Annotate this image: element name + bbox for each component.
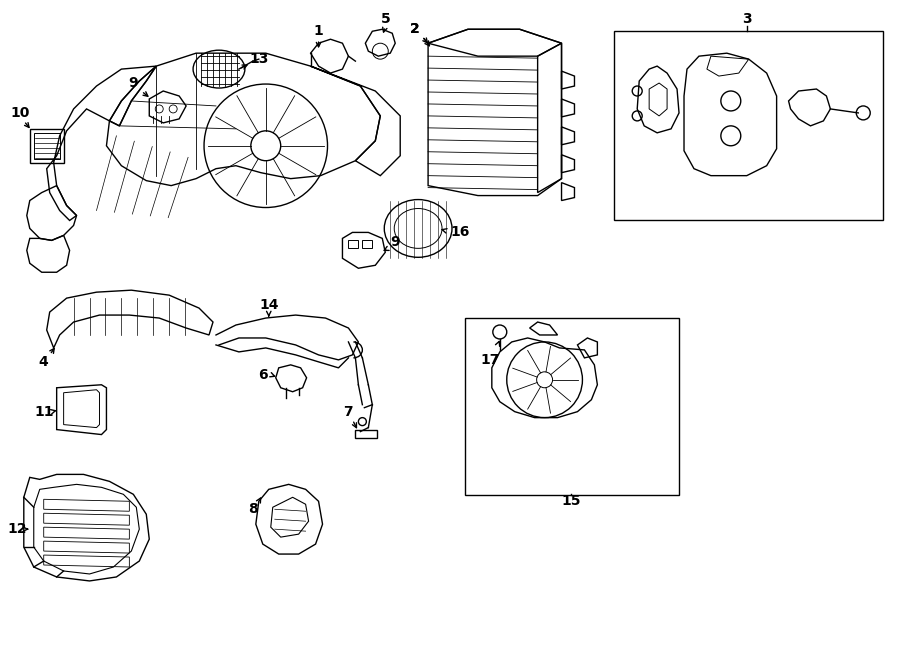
Text: 12: 12 (7, 522, 27, 536)
Text: 13: 13 (249, 52, 268, 66)
Text: 5: 5 (381, 13, 390, 26)
Bar (363, 241, 373, 249)
Text: 15: 15 (562, 494, 581, 508)
Text: 3: 3 (742, 13, 751, 26)
Bar (348, 241, 358, 249)
Text: 2: 2 (410, 22, 420, 36)
Bar (615, 31, 883, 221)
Text: 9: 9 (391, 235, 400, 249)
Text: 4: 4 (39, 355, 49, 369)
Text: 17: 17 (480, 353, 500, 367)
Text: 9: 9 (129, 76, 138, 90)
Text: 10: 10 (10, 106, 30, 120)
Text: 8: 8 (248, 502, 257, 516)
Bar (465, 318, 679, 495)
Text: 1: 1 (314, 24, 323, 38)
Text: 14: 14 (259, 298, 278, 312)
Text: 7: 7 (344, 405, 353, 418)
Text: 11: 11 (34, 405, 53, 418)
Text: 2: 2 (410, 22, 420, 36)
Text: 16: 16 (450, 225, 470, 239)
Bar (356, 430, 377, 438)
Text: 6: 6 (258, 368, 267, 382)
